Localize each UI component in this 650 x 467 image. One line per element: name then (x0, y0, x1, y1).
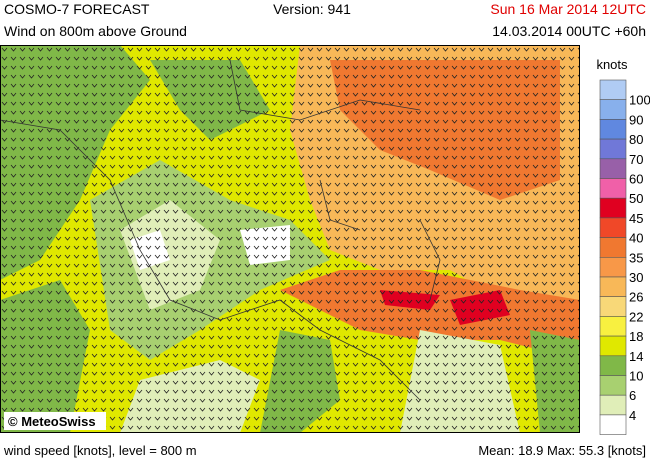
legend-swatch (599, 335, 627, 357)
footer-stats: Mean: 18.9 Max: 55.3 [knots] (478, 443, 646, 458)
legend-swatch (599, 119, 627, 140)
version: Version: 941 (273, 1, 351, 17)
legend-label: 90 (629, 112, 643, 127)
legend-swatch (599, 237, 627, 258)
legend-swatch (599, 375, 627, 396)
valid-time: Sun 16 Mar 2014 12UTC (490, 1, 646, 17)
run-time: 14.03.2014 00UTC +60h (492, 23, 646, 39)
legend-swatch (599, 394, 627, 416)
legend-label: 45 (629, 211, 643, 226)
legend-label: 18 (629, 329, 643, 344)
legend-label: 35 (629, 250, 643, 265)
legend-label: 50 (629, 191, 643, 206)
legend-label: 80 (629, 132, 643, 147)
legend-swatch (599, 197, 627, 219)
copyright-box (4, 412, 106, 430)
legend-label: 22 (629, 309, 643, 324)
footer-description: wind speed [knots], level = 800 m (3, 443, 197, 458)
legend-swatch (599, 79, 627, 101)
title: COSMO-7 FORECAST (4, 1, 150, 17)
map (0, 45, 580, 433)
legend-label: 26 (629, 290, 643, 305)
legend-swatch (599, 138, 627, 160)
legend-label: 70 (629, 152, 643, 167)
legend-label: 30 (629, 270, 643, 285)
legend-swatch (599, 276, 627, 298)
legend-label: 10 (629, 369, 643, 384)
subtitle: Wind on 800m above Ground (4, 23, 187, 39)
copyright: © MeteoSwiss (8, 414, 96, 429)
legend-swatch (599, 99, 627, 120)
legend-label: 6 (629, 388, 636, 403)
legend-swatch (599, 414, 627, 435)
legend-swatch (599, 178, 627, 199)
legend-swatch (599, 217, 627, 238)
legend-swatch (599, 355, 627, 376)
legend-label: 4 (629, 408, 636, 423)
map-frame (0, 45, 580, 433)
legend-label: 60 (629, 172, 643, 187)
legend-swatch (599, 316, 627, 337)
legend-label: 40 (629, 231, 643, 246)
legend: 100 90 80 70 60 50 45 40 35 30 26 22 18 14 10 6 4 (599, 79, 650, 435)
legend-unit: knots (596, 57, 628, 72)
legend-swatch (599, 256, 627, 278)
legend-label: 14 (629, 349, 643, 364)
legend-label: 100 (629, 93, 650, 108)
legend-swatch (599, 296, 627, 317)
legend-swatch (599, 158, 627, 179)
